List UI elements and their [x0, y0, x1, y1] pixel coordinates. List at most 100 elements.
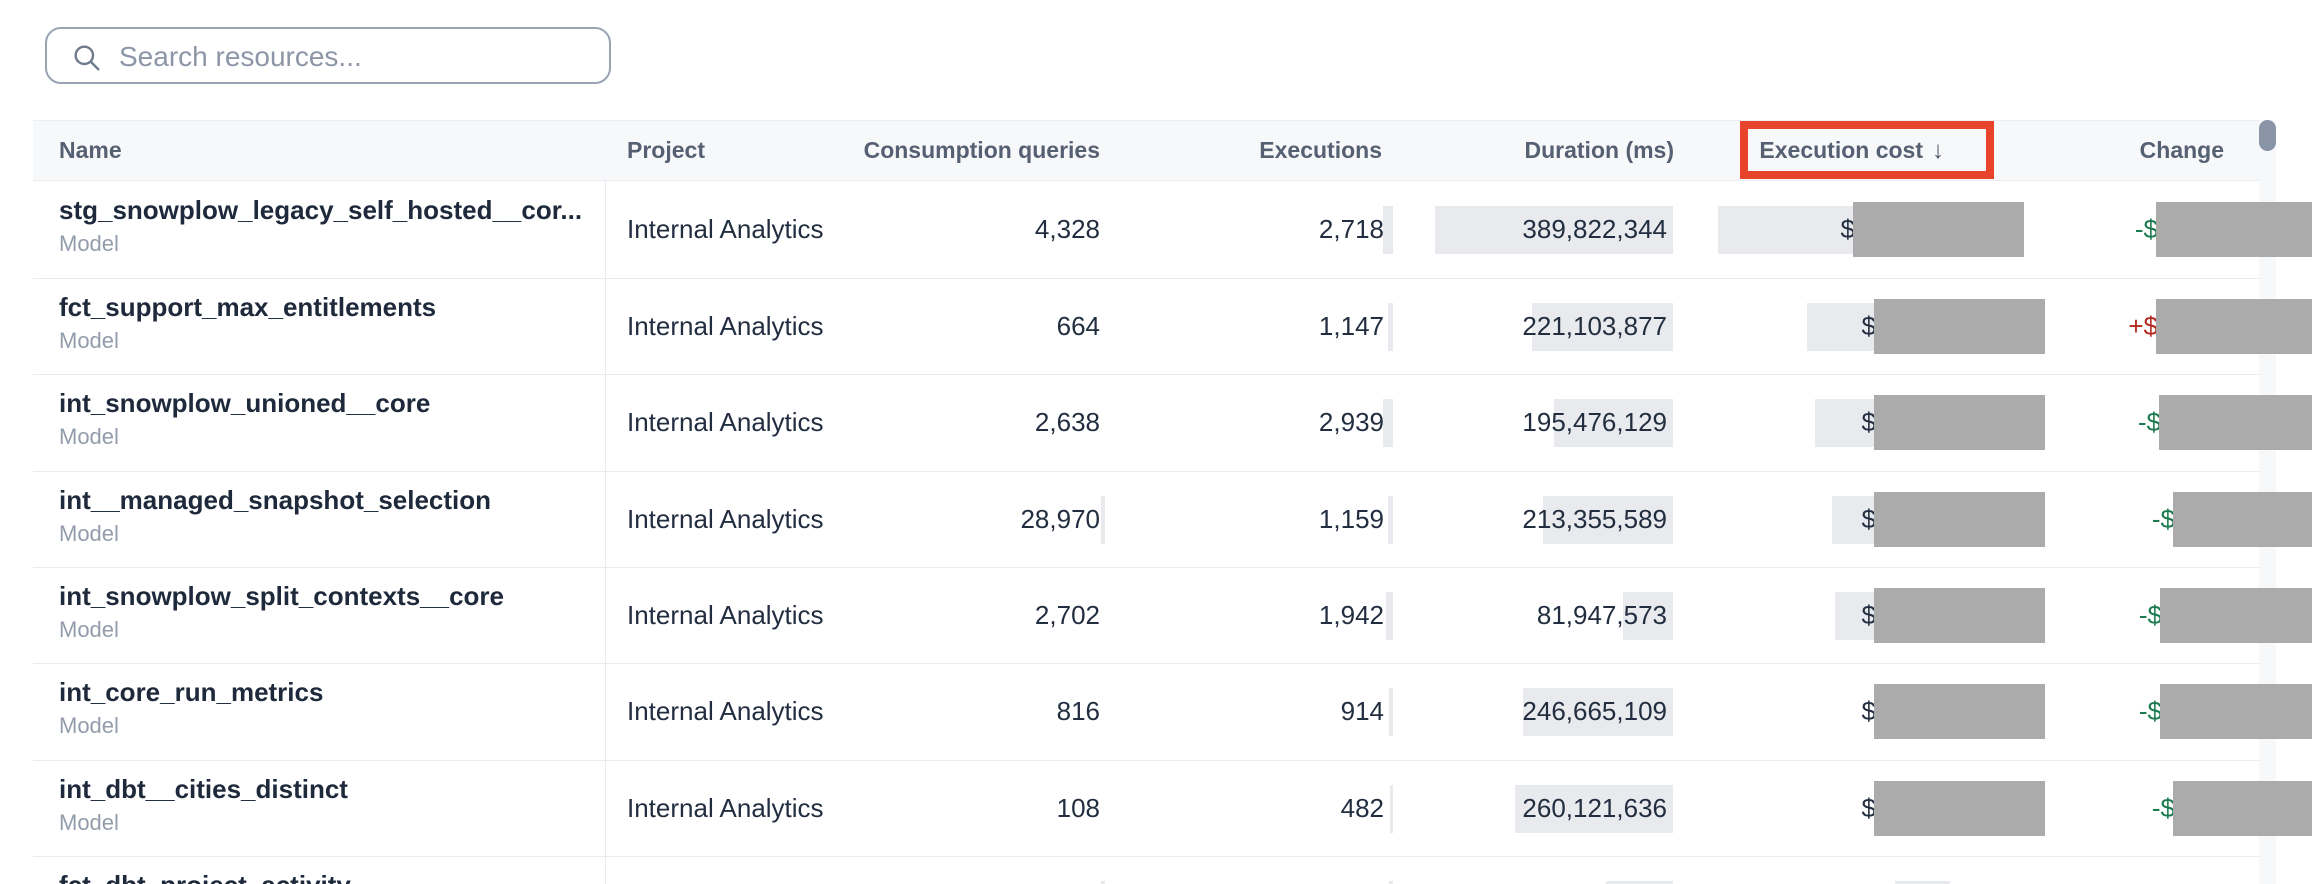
resource-type-label: Model	[59, 617, 119, 642]
cell-project: Internal Analytics	[627, 856, 824, 884]
cost-redaction-block	[1874, 588, 2045, 643]
executions-heat-bar	[1388, 303, 1393, 351]
duration-heat-bar	[1623, 592, 1673, 640]
resource-type-label: Model	[59, 713, 119, 738]
executions-heat-bar	[1386, 592, 1393, 640]
cell-execution-cost: $	[1861, 793, 1876, 823]
table-row[interactable]: int_dbt__cities_distinct Model Internal …	[0, 760, 2312, 857]
cell-project: Internal Analytics	[627, 311, 824, 341]
cell-project: Internal Analytics	[627, 504, 824, 534]
cell-project: Internal Analytics	[627, 600, 824, 630]
cell-change: -$	[2138, 600, 2162, 630]
resource-name[interactable]: int_core_run_metrics	[59, 677, 324, 707]
resource-name[interactable]: stg_snowplow_legacy_self_hosted__cor...	[59, 195, 583, 225]
executions-heat-bar	[1383, 206, 1393, 254]
cell-executions: 2,939	[1318, 407, 1384, 437]
search-box	[45, 27, 611, 84]
duration-heat-bar	[1606, 881, 1673, 884]
table-row[interactable]: int_snowplow_unioned__core Model Interna…	[0, 374, 2312, 471]
cell-duration: 221,103,877	[1522, 311, 1667, 341]
cost-redaction-block	[1874, 684, 2045, 739]
column-header-duration[interactable]: Duration (ms)	[1524, 137, 1675, 163]
cost-redaction-block	[1874, 395, 2045, 450]
change-redaction-block	[2160, 588, 2312, 643]
cost-redaction-block	[1853, 202, 2024, 257]
cell-consumption-queries: 816	[1056, 696, 1100, 726]
executions-heat-bar	[1383, 399, 1393, 447]
table-row[interactable]: stg_snowplow_legacy_self_hosted__cor... …	[0, 181, 2312, 278]
cell-duration: 246,665,109	[1522, 696, 1667, 726]
cell-consumption-queries: 2,702	[1034, 600, 1100, 630]
table-row[interactable]: int_core_run_metrics Model Internal Anal…	[0, 663, 2312, 760]
cell-execution-cost: $	[1861, 407, 1876, 437]
annotation-highlight-box	[1740, 121, 1994, 179]
column-header-name[interactable]: Name	[59, 137, 122, 163]
cell-change: -$	[2151, 504, 2175, 534]
resource-name[interactable]: int_snowplow_unioned__core	[59, 388, 431, 418]
cell-executions: 914	[1340, 696, 1384, 726]
cell-execution-cost: $	[1861, 600, 1876, 630]
cell-executions: 1,159	[1318, 504, 1384, 534]
duration-heat-bar	[1523, 688, 1673, 736]
resource-name[interactable]: int_dbt__cities_distinct	[59, 774, 348, 804]
cell-execution-cost: $	[1861, 504, 1876, 534]
resource-type-label: Model	[59, 810, 119, 835]
table-row[interactable]: fct_dbt_project_activity Model Internal …	[0, 856, 2312, 884]
resource-type-label: Model	[59, 521, 119, 546]
executions-heat-bar	[1389, 881, 1393, 884]
search-icon	[74, 45, 100, 71]
duration-heat-bar	[1435, 206, 1673, 254]
resource-name[interactable]: int_snowplow_split_contexts__core	[59, 581, 505, 611]
resource-type-label: Model	[59, 231, 119, 256]
cost-heat-bar	[1895, 881, 1950, 884]
table-row[interactable]: fct_support_max_entitlements Model Inter…	[0, 278, 2312, 375]
consumption-heat-bar	[1101, 881, 1105, 884]
resource-name[interactable]: int__managed_snapshot_selection	[59, 485, 492, 515]
resource-name[interactable]: fct_dbt_project_activity	[59, 867, 351, 884]
cell-duration: 81,947,573	[1536, 600, 1667, 630]
resource-type-label: Model	[59, 328, 119, 353]
executions-heat-bar	[1389, 688, 1393, 736]
cell-consumption-queries: 108	[1056, 793, 1100, 823]
change-redaction-block	[2156, 202, 2312, 257]
cell-executions: 2,718	[1318, 214, 1384, 244]
column-header-project[interactable]: Project	[627, 137, 705, 163]
change-redaction-block	[2159, 395, 2312, 450]
cell-execution-cost: $	[1840, 214, 1855, 244]
column-divider	[605, 120, 606, 884]
cell-duration: 213,355,589	[1522, 504, 1667, 534]
column-header-execution-cost-label: Execution cost	[1759, 137, 1923, 163]
cell-project: Internal Analytics	[627, 696, 824, 726]
cell-change: -$	[2137, 407, 2161, 437]
cell-change: +$	[2128, 311, 2158, 341]
column-header-execution-cost[interactable]: Execution cost ↓	[1759, 120, 1944, 181]
cell-project: Internal Analytics	[627, 214, 824, 244]
cost-redaction-block	[1874, 492, 2045, 547]
change-redaction-block	[2173, 781, 2312, 836]
cell-duration: 260,121,636	[1522, 793, 1667, 823]
table-header-background	[33, 120, 2260, 181]
table-row[interactable]: int__managed_snapshot_selection Model In…	[0, 471, 2312, 568]
cell-executions: 482	[1340, 793, 1384, 823]
column-header-executions[interactable]: Executions	[1259, 137, 1382, 163]
table-row[interactable]: int_snowplow_split_contexts__core Model …	[0, 567, 2312, 664]
cell-consumption-queries: 28,970	[1020, 504, 1100, 534]
cell-duration: 389,822,344	[1522, 214, 1667, 244]
column-header-consumption-queries[interactable]: Consumption queries	[863, 137, 1100, 163]
table-header-row: Name Project Consumption queries Executi…	[0, 120, 2312, 181]
cell-project: Internal Analytics	[627, 793, 824, 823]
sort-descending-icon: ↓	[1932, 137, 1944, 164]
resource-name[interactable]: fct_support_max_entitlements	[59, 292, 437, 322]
change-redaction-block	[2173, 492, 2312, 547]
scrollbar-thumb[interactable]	[2259, 120, 2276, 151]
column-header-change[interactable]: Change	[2139, 137, 2224, 163]
cell-duration: 195,476,129	[1522, 407, 1667, 437]
cell-project: Internal Analytics	[627, 407, 824, 437]
duration-heat-bar	[1515, 785, 1673, 833]
search-input[interactable]	[117, 31, 591, 82]
cell-consumption-queries: 4,328	[1034, 214, 1100, 244]
duration-heat-bar	[1543, 496, 1673, 544]
change-redaction-block	[2160, 684, 2312, 739]
